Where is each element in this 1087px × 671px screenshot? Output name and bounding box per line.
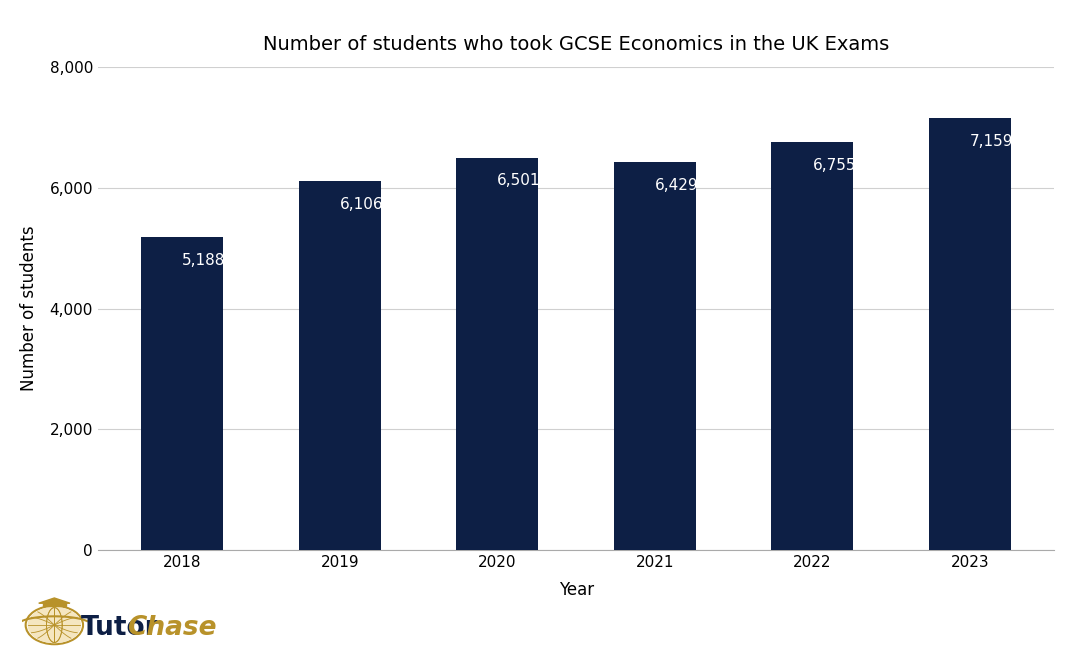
Bar — [457, 158, 538, 550]
Text: Tutor: Tutor — [80, 615, 158, 641]
Text: 5,188: 5,188 — [183, 252, 226, 268]
Text: 6,429: 6,429 — [654, 178, 699, 193]
Text: 7,159: 7,159 — [970, 134, 1013, 148]
Polygon shape — [42, 603, 66, 606]
Bar — [141, 237, 223, 550]
Circle shape — [28, 608, 80, 643]
Text: 6,106: 6,106 — [340, 197, 384, 212]
Text: 6,501: 6,501 — [498, 173, 541, 189]
Bar — [929, 118, 1011, 550]
X-axis label: Year: Year — [559, 581, 594, 599]
Polygon shape — [39, 598, 70, 603]
Bar — [299, 181, 380, 550]
Text: 6,755: 6,755 — [812, 158, 855, 173]
Title: Number of students who took GCSE Economics in the UK Exams: Number of students who took GCSE Economi… — [263, 36, 889, 54]
Text: Chase: Chase — [127, 615, 216, 641]
Bar — [772, 142, 853, 550]
Y-axis label: Number of students: Number of students — [21, 226, 38, 391]
Bar — [614, 162, 696, 550]
